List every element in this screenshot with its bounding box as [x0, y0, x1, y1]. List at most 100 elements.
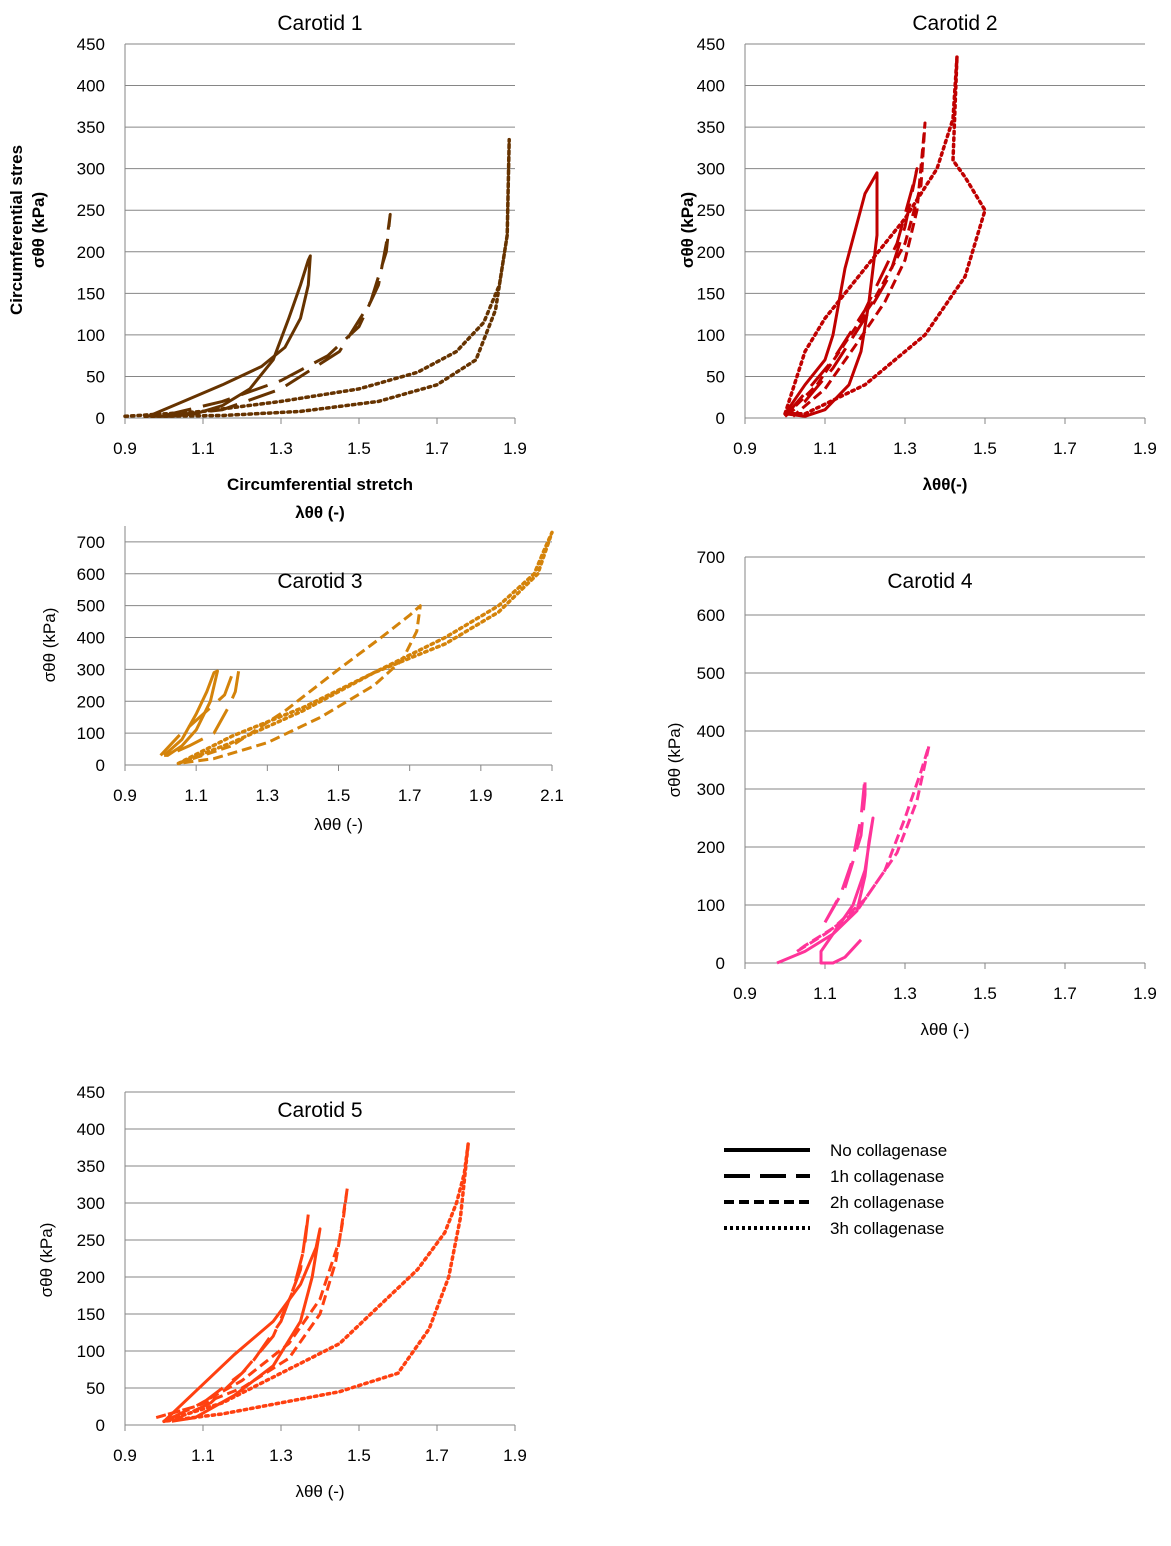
- legend-label: 2h collagenase: [830, 1193, 944, 1212]
- y-tick-label: 50: [706, 367, 725, 386]
- x-axis-label: λθθ (-): [295, 503, 345, 522]
- x-tick-label: 1.7: [1053, 439, 1077, 458]
- y-tick-label: 300: [697, 780, 725, 799]
- series-line-longdash: [163, 1212, 310, 1423]
- y-tick-label: 0: [716, 954, 725, 973]
- chart-carotid-5: 0 50 100 150 200 250 300 350 400 450 0.9 1.1 1.3 1.5 1…: [37, 1083, 527, 1501]
- y-tick-label: 450: [77, 35, 105, 54]
- x-tick-label: 0.9: [733, 984, 757, 1003]
- y-tick-label: 150: [77, 284, 105, 303]
- x-tick-label: 1.5: [347, 439, 371, 458]
- y-tick-label: 200: [77, 243, 105, 262]
- x-tick-label: 1.7: [425, 1446, 449, 1465]
- y-tick-label: 300: [77, 1194, 105, 1213]
- x-tick-label: 1.7: [1053, 984, 1077, 1003]
- x-axis-label: λθθ (-): [314, 815, 363, 834]
- y-tick-label: 500: [77, 597, 105, 616]
- series-line-dot: [123, 137, 511, 419]
- series-line-dash: [783, 121, 927, 418]
- y-axis-label: σθθ (kPa): [40, 608, 59, 683]
- series-line-dash: [155, 1186, 349, 1420]
- x-tick-label: 1.1: [813, 439, 837, 458]
- x-tick-label: 1.3: [893, 984, 917, 1003]
- y-tick-label: 400: [77, 1120, 105, 1139]
- y-tick-label: 350: [77, 1157, 105, 1176]
- chart-title: Carotid 1: [277, 12, 362, 35]
- x-tick-label: 1.5: [347, 1446, 371, 1465]
- x-tick-label: 1.5: [327, 786, 351, 805]
- chart-carotid-1: 0 50 100 150 200 250 300 350 400 450 0.9 1.1 1.3 1.5 1…: [7, 12, 527, 522]
- y-axis-label: σθθ (kPa): [665, 723, 684, 798]
- legend-label: No collagenase: [830, 1141, 947, 1160]
- y-axis-label: σθθ (kPa): [678, 192, 697, 268]
- series-line-longdash: [159, 667, 241, 757]
- y-tick-label: 50: [86, 367, 105, 386]
- x-tick-label: 1.3: [269, 1446, 293, 1465]
- y-tick-label: 0: [96, 409, 105, 428]
- y-tick-label: 400: [77, 77, 105, 96]
- chart-carotid-4: 0 100 200 300 400 500 600 700 0.9 1.1 1.3 1.5 1.7 1.9…: [665, 548, 1157, 1039]
- y-tick-label: 500: [697, 664, 725, 683]
- series-line-solid: [776, 816, 875, 965]
- y-tick-label: 200: [697, 243, 725, 262]
- x-tick-label: 1.9: [503, 439, 527, 458]
- series-line-dot: [783, 54, 987, 416]
- x-tick-label: 0.9: [113, 1446, 137, 1465]
- y-tick-label: 250: [77, 201, 105, 220]
- x-tick-label: 1.5: [973, 984, 997, 1003]
- y-tick-label: 100: [697, 896, 725, 915]
- x-tick-label: 2.1: [540, 786, 564, 805]
- x-tick-label: 1.7: [425, 439, 449, 458]
- y-tick-label: 100: [77, 326, 105, 345]
- x-axis-label: λθθ (-): [920, 1020, 969, 1039]
- series-line-dash: [796, 744, 931, 953]
- y-axis-label: Circumferential stres: [7, 145, 26, 315]
- series-line-dot: [162, 1142, 470, 1424]
- y-tick-label: 300: [77, 660, 105, 679]
- legend-label: 1h collagenase: [830, 1167, 944, 1186]
- chart-title: Carotid 5: [277, 1099, 362, 1122]
- series-line-solid: [147, 254, 312, 418]
- series-line-longdash: [783, 167, 919, 418]
- y-tick-label: 200: [77, 1268, 105, 1287]
- x-tick-label: 1.3: [256, 786, 280, 805]
- x-tick-label: 1.1: [813, 984, 837, 1003]
- chart-carotid-3: 0 100 200 300 400 500 600 700 0.9 1.1 1.3 1.5 1.7 1.9…: [40, 526, 564, 834]
- y-tick-label: 200: [697, 838, 725, 857]
- y-tick-label: 350: [77, 118, 105, 137]
- legend-entry-2: 2h collagenase: [724, 1193, 944, 1212]
- y-tick-label: 400: [697, 722, 725, 741]
- y-tick-label: 600: [77, 565, 105, 584]
- y-tick-label: 300: [77, 160, 105, 179]
- chart-title: Carotid 3: [277, 570, 362, 593]
- y-tick-label: 600: [697, 606, 725, 625]
- x-tick-label: 1.9: [1133, 439, 1157, 458]
- legend-entry-3: 3h collagenase: [724, 1219, 944, 1238]
- y-tick-label: 150: [697, 284, 725, 303]
- y-tick-label: 450: [77, 1083, 105, 1102]
- y-tick-label: 100: [77, 724, 105, 743]
- x-tick-label: 1.1: [191, 439, 215, 458]
- y-tick-label: 400: [77, 629, 105, 648]
- y-axis-label: σθθ (kPa): [29, 192, 48, 268]
- y-tick-label: 250: [77, 1231, 105, 1250]
- x-tick-label: 0.9: [113, 439, 137, 458]
- y-axis-label: σθθ (kPa): [37, 1223, 56, 1298]
- x-tick-label: 1.9: [503, 1446, 527, 1465]
- legend-label: 3h collagenase: [830, 1219, 944, 1238]
- y-tick-label: 300: [697, 160, 725, 179]
- x-tick-label: 1.1: [191, 1446, 215, 1465]
- y-tick-label: 50: [86, 1379, 105, 1398]
- series-line-dot: [176, 530, 554, 766]
- y-tick-label: 700: [697, 548, 725, 567]
- y-tick-label: 250: [697, 201, 725, 220]
- x-tick-label: 1.9: [1133, 984, 1157, 1003]
- series-line-solid: [163, 669, 219, 757]
- y-tick-label: 0: [96, 756, 105, 775]
- legend-entry-0: No collagenase: [724, 1141, 947, 1160]
- series-line-longdash: [163, 212, 392, 417]
- y-tick-label: 100: [697, 326, 725, 345]
- x-axis-label: Circumferential stretch: [227, 475, 413, 494]
- x-tick-label: 1.3: [269, 439, 293, 458]
